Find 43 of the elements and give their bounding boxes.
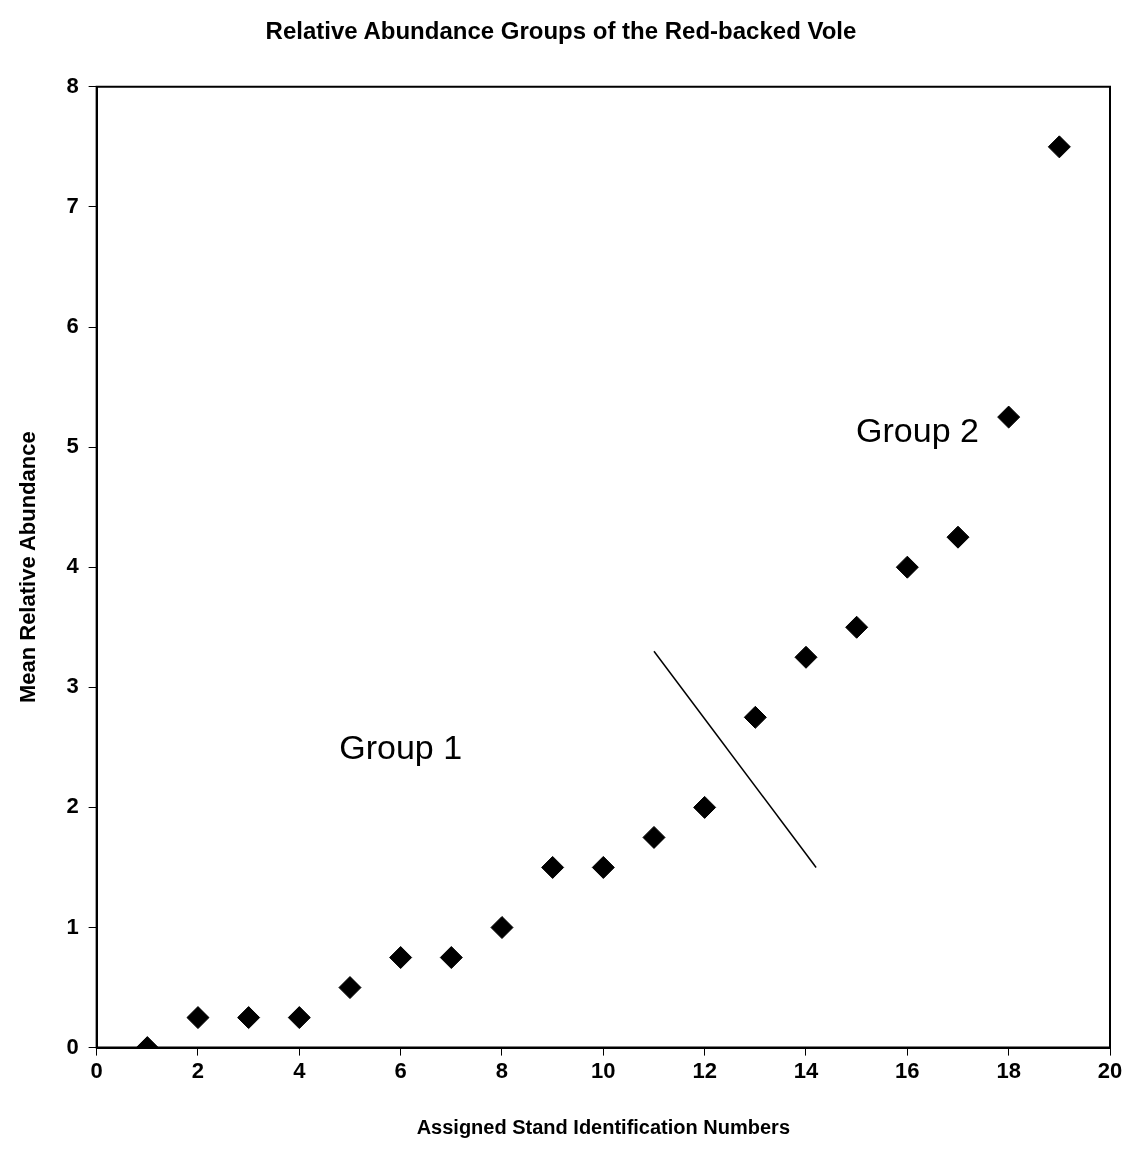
y-axis-title: Mean Relative Abundance [15, 431, 41, 704]
x-axis-title: Assigned Stand Identification Numbers [416, 1115, 791, 1138]
y-tick-label: 4 [66, 553, 80, 579]
point [389, 946, 413, 970]
x-tick-label: 14 [793, 1057, 819, 1083]
point [338, 976, 362, 1000]
annotation: Group 2 [856, 411, 979, 450]
point [895, 555, 919, 579]
point [591, 855, 615, 879]
y-tick-label: 8 [66, 72, 79, 98]
point [997, 405, 1021, 429]
point [946, 525, 970, 549]
point [237, 1006, 261, 1030]
x-tick-label: 8 [495, 1057, 509, 1083]
y-tick-label: 3 [66, 673, 79, 699]
x-tick-label: 18 [996, 1057, 1021, 1083]
y-tick-label: 5 [66, 433, 79, 459]
point [541, 855, 565, 879]
point [845, 615, 869, 639]
y-tick-label: 6 [66, 313, 79, 339]
x-tick-label: 10 [591, 1057, 616, 1083]
x-tick-label: 0 [90, 1057, 103, 1083]
x-tick-label: 12 [692, 1057, 717, 1083]
y-tick-label: 0 [66, 1033, 79, 1059]
point [1047, 135, 1071, 159]
chart-title: Relative Abundance Groups of the Red-backed Vole [265, 17, 857, 45]
point [287, 1006, 311, 1030]
x-tick-label: 2 [191, 1057, 205, 1083]
point [186, 1006, 210, 1030]
point [693, 795, 717, 819]
x-tick-label: 16 [895, 1057, 920, 1083]
y-tick-label: 7 [66, 192, 79, 218]
x-tick-label: 20 [1097, 1057, 1123, 1083]
x-tick-label: 6 [394, 1057, 407, 1083]
point [490, 916, 514, 939]
y-tick-label: 1 [66, 913, 79, 939]
point [743, 705, 767, 729]
y-tick-label: 2 [66, 793, 79, 819]
point [794, 645, 818, 669]
point [439, 946, 463, 970]
x-tick-label: 4 [293, 1057, 307, 1083]
point [642, 825, 666, 849]
annotation: Group 1 [339, 728, 463, 767]
